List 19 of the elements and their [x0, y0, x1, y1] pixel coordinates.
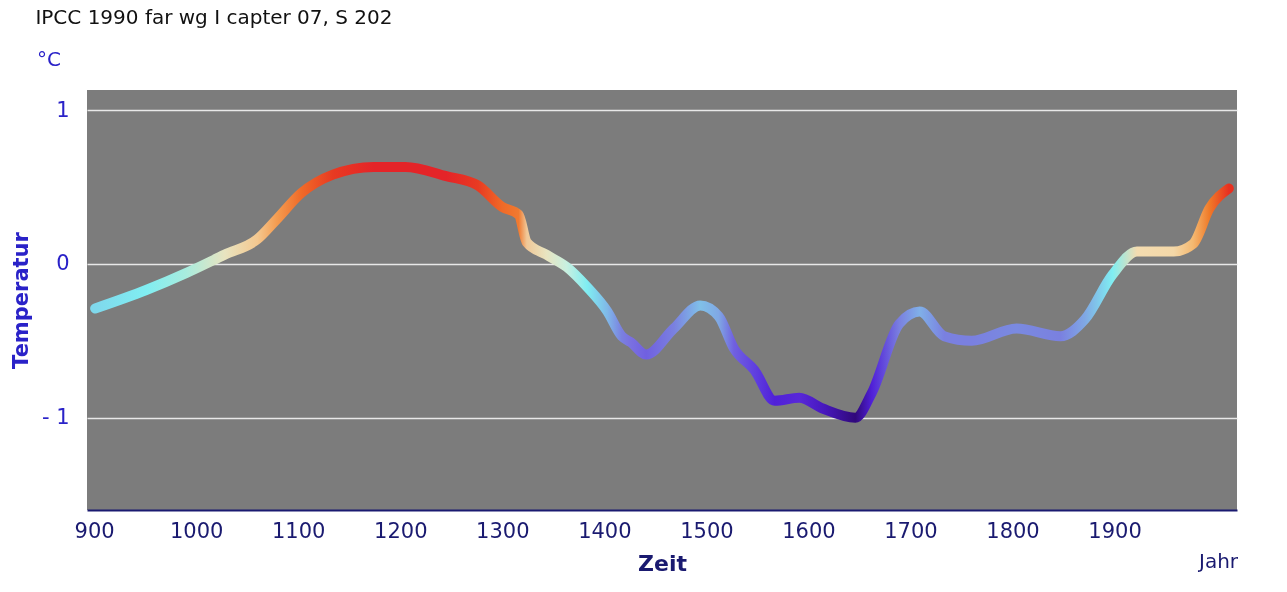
y-tick-label: - 1: [41, 405, 70, 430]
x-tick-label: 1900: [1088, 518, 1142, 543]
x-tick-label: 1300: [476, 518, 530, 543]
x-tick-label: 1500: [680, 518, 734, 543]
y-axis-title: Temperatur: [8, 231, 33, 369]
x-tick-label: 1700: [884, 518, 938, 543]
y-tick-label: 1: [56, 97, 70, 122]
x-tick-label: 900: [74, 518, 115, 543]
text: Jahr: [1197, 549, 1239, 573]
x-tick-label: 1600: [782, 518, 836, 543]
chart-title: IPCC 1990 far wg I capter 07, S 202: [35, 5, 393, 29]
x-tick-label: 1000: [169, 518, 224, 543]
text: °C: [37, 47, 61, 71]
x-tick-label: 1400: [578, 518, 632, 543]
x-tick-label: 1200: [374, 518, 428, 543]
x-axis-title: Zeit: [638, 550, 688, 576]
x-tick-label: 1100: [272, 518, 326, 543]
x-tick-label: 1800: [986, 518, 1040, 543]
y-tick-label: 0: [56, 251, 70, 276]
